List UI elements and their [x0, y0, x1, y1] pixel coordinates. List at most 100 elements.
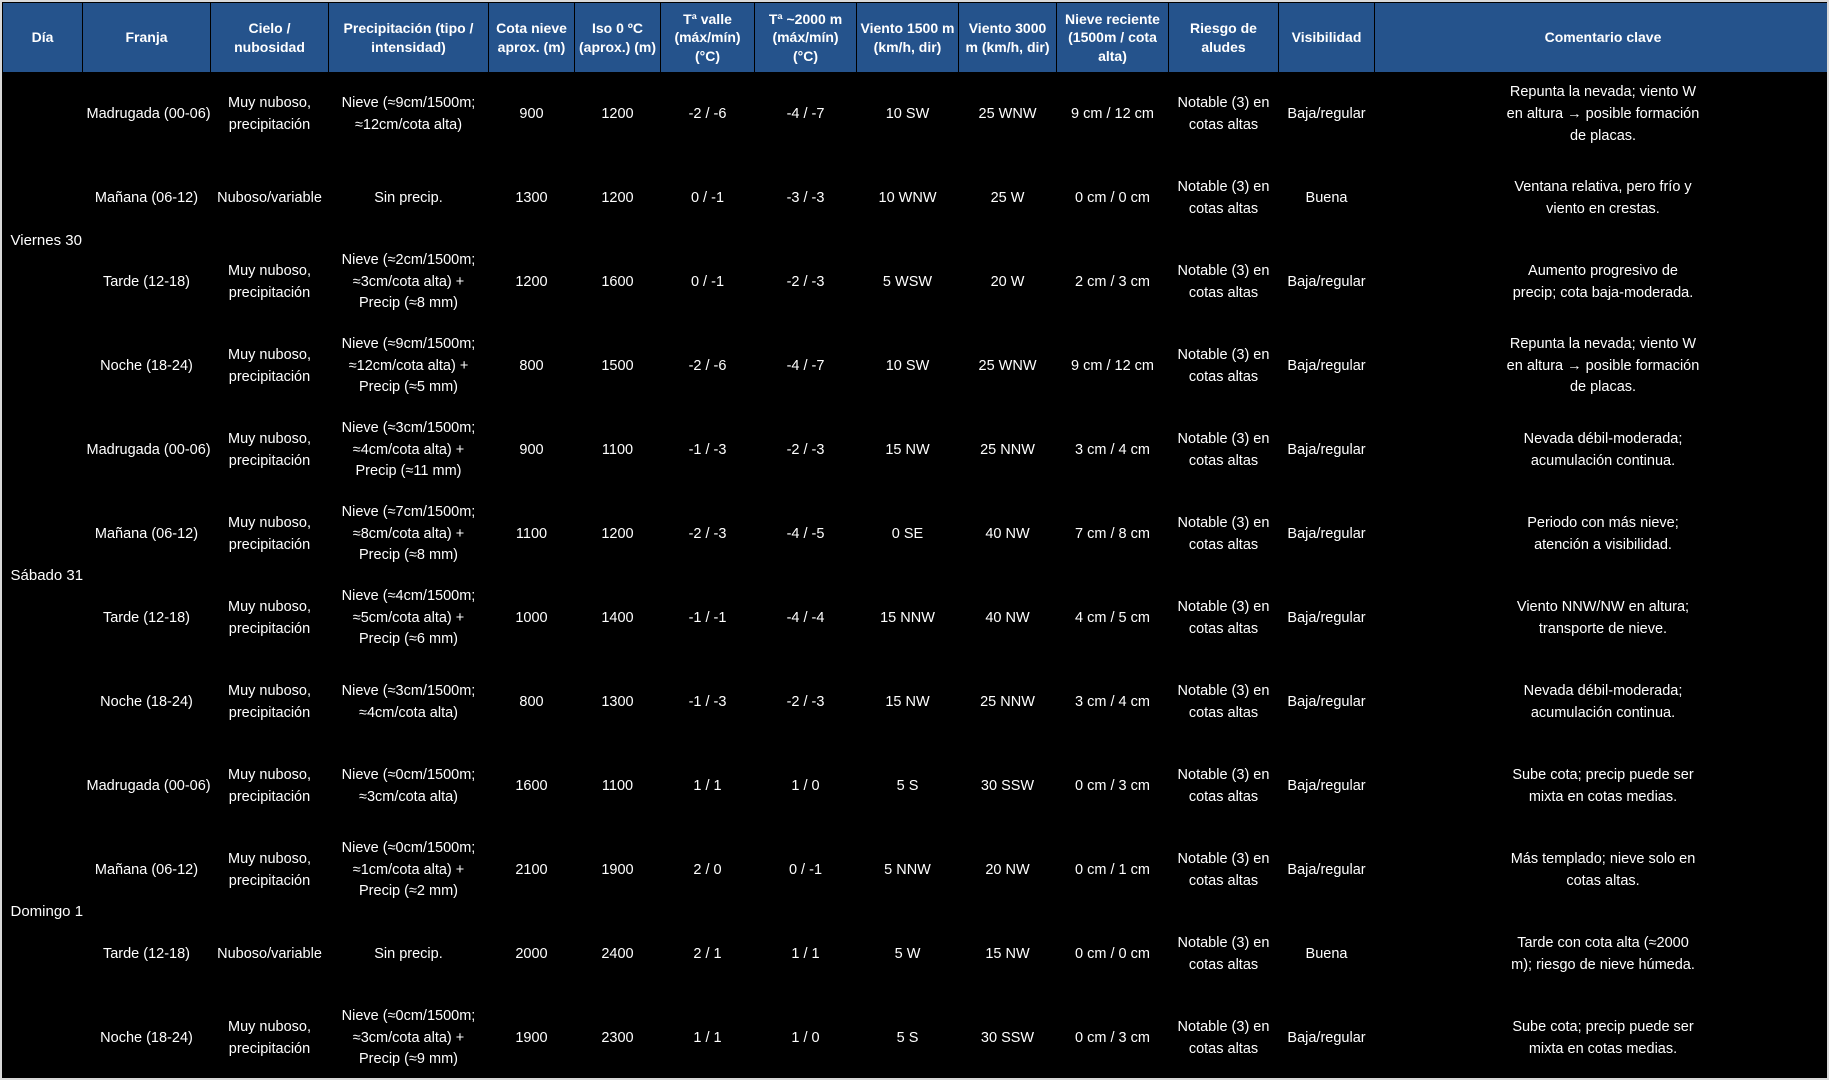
column-header: Día — [2, 2, 83, 73]
cell-viento_3000: 25 W — [958, 156, 1057, 241]
table-header: Día Franja Cielo / nubosidad Precipitación … — [2, 2, 1827, 73]
cell-riesgo_aludes: Notable (3) en cotas altas — [1168, 72, 1279, 157]
cell-nieve_reciente: 4 cm / 5 cm — [1056, 576, 1169, 661]
cell-franja: Tarde (12-18) — [82, 912, 211, 997]
comment-text: Sube cota; precip puede ser mixta en cot… — [1512, 766, 1694, 805]
cell-cota_nieve: 1600 — [488, 744, 575, 829]
cell-riesgo_aludes: Notable (3) en cotas altas — [1168, 324, 1279, 409]
table-row: Sábado 31 Madrugada (00-06) Muy nuboso, pr… — [2, 408, 1827, 745]
cell-visibilidad: Baja/regular — [1278, 996, 1375, 1078]
column-header: Precipitación (tipo / intensidad) — [328, 2, 489, 73]
cell-riesgo_aludes: Notable (3) en cotas altas — [1168, 240, 1279, 325]
cell-t_valle: -1 / -3 — [660, 408, 755, 493]
comment-text: Ventana relativa, pero frío y viento en … — [1514, 178, 1692, 217]
cell-precipitacion: Nieve (≈9cm/1500m; ≈12cm/cota alta) + Pr… — [328, 324, 489, 409]
cell-cielo: Nuboso/variable — [210, 912, 329, 997]
cell-comentario: Repunta la nevada; viento W en altura → … — [1374, 324, 1827, 409]
cell-iso0: 1100 — [574, 408, 661, 493]
cell-nieve_reciente: 7 cm / 8 cm — [1056, 492, 1169, 577]
cell-t_valle: 1 / 1 — [660, 996, 755, 1078]
cell-iso0: 1100 — [574, 744, 661, 829]
column-header: Viento 3000 m (km/h, dir) — [958, 2, 1057, 73]
cell-t_valle: 0 / -1 — [660, 156, 755, 241]
cell-viento_3000: 40 NW — [958, 492, 1057, 577]
cell-cielo: Muy nuboso, precipitación — [210, 240, 329, 325]
cell-iso0: 1400 — [574, 576, 661, 661]
cell-comentario: Nevada débil-moderada; acumulación conti… — [1374, 408, 1827, 493]
cell-franja: Madrugada (00-06) — [82, 408, 211, 493]
cell-visibilidad: Baja/regular — [1278, 408, 1375, 493]
column-header: Nieve reciente (1500m / cota alta) — [1056, 2, 1169, 73]
cell-comentario: Ventana relativa, pero frío y viento en … — [1374, 156, 1827, 241]
cell-viento_1500: 5 S — [856, 996, 959, 1078]
cell-visibilidad: Baja/regular — [1278, 492, 1375, 577]
cell-t_valle: 0 / -1 — [660, 240, 755, 325]
table-row: Viernes 30 Madrugada (00-06) Muy nuboso, p… — [2, 72, 1827, 409]
comment-text: Repunta la nevada; viento W en altura → … — [1506, 84, 1700, 144]
cell-riesgo_aludes: Notable (3) en cotas altas — [1168, 660, 1279, 745]
cell-t_valle: 1 / 1 — [660, 744, 755, 829]
cell-cielo: Muy nuboso, precipitación — [210, 660, 329, 745]
table-row: Mañana (06-12) Muy nuboso, precipitación N… — [3, 492, 1827, 577]
cell-riesgo_aludes: Notable (3) en cotas altas — [1168, 744, 1279, 829]
cell-cota_nieve: 1900 — [488, 996, 575, 1078]
cell-precipitacion: Sin precip. — [328, 156, 489, 241]
cell-franja: Mañana (06-12) — [82, 492, 211, 577]
cell-t_2000: 0 / -1 — [754, 828, 857, 913]
cell-cielo: Nuboso/variable — [210, 156, 329, 241]
cell-t_valle: -2 / -3 — [660, 492, 755, 577]
cell-franja: Noche (18-24) — [82, 996, 211, 1078]
cell-nieve_reciente: 9 cm / 12 cm — [1056, 72, 1169, 157]
table-row: Noche (18-24) Muy nuboso, precipitación Ni… — [3, 996, 1827, 1078]
cell-viento_3000: 25 WNW — [958, 324, 1057, 409]
cell-cielo: Muy nuboso, precipitación — [210, 408, 329, 493]
cell-cielo: Muy nuboso, precipitación — [210, 72, 329, 157]
cell-franja: Madrugada (00-06) — [82, 744, 211, 829]
cell-viento_1500: 5 NNW — [856, 828, 959, 913]
column-header: Tª ~2000 m (máx/mín) (°C) — [754, 2, 857, 73]
cell-t_2000: 1 / 0 — [754, 996, 857, 1078]
cell-t_valle: 2 / 0 — [660, 828, 755, 913]
cell-nieve_reciente: 0 cm / 3 cm — [1056, 744, 1169, 829]
cell-comentario: Tarde con cota alta (≈2000 m); riesgo de… — [1374, 912, 1827, 997]
cell-riesgo_aludes: Notable (3) en cotas altas — [1168, 912, 1279, 997]
cell-t_2000: -2 / -3 — [754, 408, 857, 493]
cell-t_valle: -2 / -6 — [660, 324, 755, 409]
cell-t_2000: -2 / -3 — [754, 660, 857, 745]
cell-t_valle: -2 / -6 — [660, 72, 755, 157]
cell-visibilidad: Baja/regular — [1278, 744, 1375, 829]
column-header: Viento 1500 m (km/h, dir) — [856, 2, 959, 73]
cell-iso0: 1200 — [574, 492, 661, 577]
cell-cota_nieve: 1300 — [488, 156, 575, 241]
column-header: Franja — [82, 2, 211, 73]
table-row: Mañana (06-12) Muy nuboso, precipitación N… — [3, 828, 1827, 913]
column-header: Comentario clave — [1374, 2, 1827, 73]
cell-viento_1500: 5 W — [856, 912, 959, 997]
cell-nieve_reciente: 0 cm / 0 cm — [1056, 156, 1169, 241]
cell-iso0: 1200 — [574, 156, 661, 241]
cell-cota_nieve: 800 — [488, 324, 575, 409]
cell-iso0: 1900 — [574, 828, 661, 913]
cell-t_2000: 1 / 1 — [754, 912, 857, 997]
cell-cota_nieve: 900 — [488, 408, 575, 493]
cell-iso0: 1600 — [574, 240, 661, 325]
comment-text: Periodo con más nieve; atención a visibi… — [1527, 514, 1679, 553]
cell-viento_1500: 10 WNW — [856, 156, 959, 241]
cell-nieve_reciente: 3 cm / 4 cm — [1056, 408, 1169, 493]
cell-riesgo_aludes: Notable (3) en cotas altas — [1168, 828, 1279, 913]
cell-comentario: Sube cota; precip puede ser mixta en cot… — [1374, 744, 1827, 829]
cell-nieve_reciente: 0 cm / 0 cm — [1056, 912, 1169, 997]
cell-cota_nieve: 1000 — [488, 576, 575, 661]
cell-comentario: Viento NNW/NW en altura; transporte de n… — [1374, 576, 1827, 661]
table-row: Mañana (06-12) Nuboso/variable Sin precip.… — [3, 156, 1827, 241]
cell-cielo: Muy nuboso, precipitación — [210, 576, 329, 661]
cell-viento_1500: 10 SW — [856, 324, 959, 409]
cell-comentario: Sube cota; precip puede ser mixta en cot… — [1374, 996, 1827, 1078]
cell-nieve_reciente: 9 cm / 12 cm — [1056, 324, 1169, 409]
cell-viento_1500: 5 S — [856, 744, 959, 829]
cell-iso0: 1500 — [574, 324, 661, 409]
day-cell: Sábado 31 — [2, 408, 83, 745]
cell-cota_nieve: 800 — [488, 660, 575, 745]
cell-iso0: 2400 — [574, 912, 661, 997]
cell-viento_3000: 20 NW — [958, 828, 1057, 913]
